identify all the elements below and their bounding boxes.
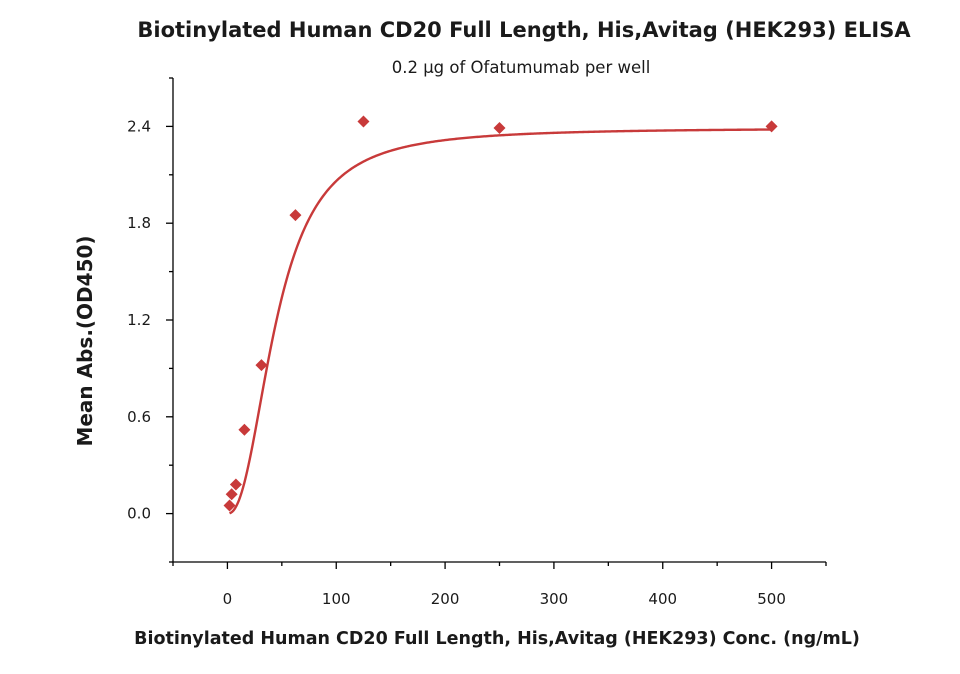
x-tick-label: 400: [648, 590, 677, 608]
chart-title: Biotinylated Human CD20 Full Length, His…: [137, 18, 911, 42]
x-tick-label: 100: [322, 590, 351, 608]
x-tick-label: 500: [757, 590, 786, 608]
data-point: [255, 359, 268, 372]
data-point: [229, 478, 242, 491]
data-point: [357, 115, 370, 128]
y-tick-label: 1.2: [127, 311, 151, 329]
y-axis-label: Mean Abs.(OD450): [73, 235, 97, 446]
y-tick-label: 1.8: [127, 214, 151, 232]
plot-area: 0.0 0.6 1.2 1.8 2.4 0 100 200 300 400 500: [127, 77, 827, 608]
data-point: [493, 122, 506, 135]
y-tick-label: 0.6: [127, 408, 151, 426]
fit-curve: [229, 128, 772, 515]
chart-subtitle: 0.2 μg of Ofatumumab per well: [392, 58, 651, 77]
x-tick-label: 0: [223, 590, 233, 608]
data-point: [289, 209, 302, 222]
x-tick-label: 300: [540, 590, 569, 608]
x-axis-ticks: 0 100 200 300 400 500: [172, 562, 827, 608]
data-point: [238, 423, 251, 436]
y-tick-label: 2.4: [127, 117, 151, 135]
y-tick-label: 0.0: [127, 505, 151, 523]
data-point: [223, 499, 236, 512]
data-point: [225, 488, 238, 501]
x-axis-label: Biotinylated Human CD20 Full Length, His…: [134, 629, 860, 649]
data-point: [765, 120, 778, 133]
y-axis-ticks: 0.0 0.6 1.2 1.8 2.4: [127, 77, 173, 563]
x-tick-label: 200: [431, 590, 460, 608]
data-points: [223, 115, 778, 512]
